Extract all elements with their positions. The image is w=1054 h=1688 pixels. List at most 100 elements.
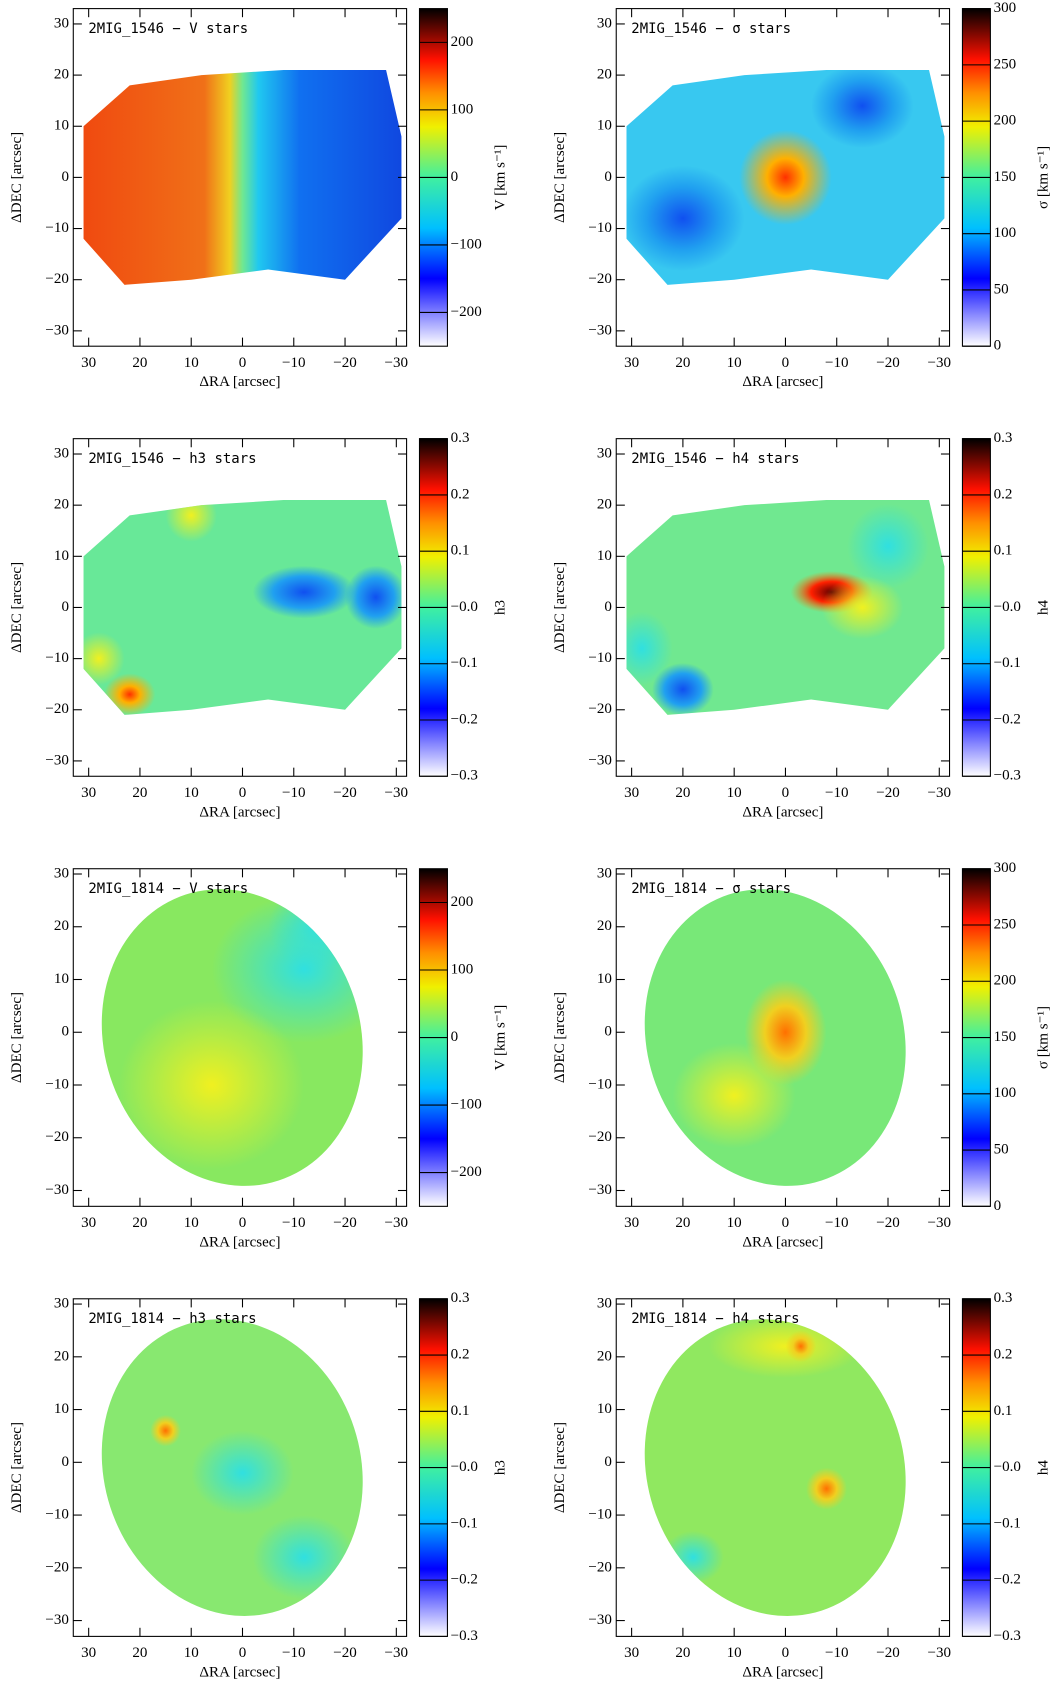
chart-title: 2MIG_1814 − σ stars [631,881,791,897]
colorbar-tick-label: −0.1 [994,655,1021,671]
colorbar-tick-label: −200 [451,1164,482,1180]
x-tick-label: −10 [825,355,849,371]
y-tick-label: −10 [45,220,69,236]
x-tick-label: 0 [782,1645,790,1661]
x-tick-label: −20 [333,785,357,801]
y-tick-label: −30 [588,1612,612,1628]
y-tick-label: 30 [54,15,69,31]
colorbar-tick-label: 0 [451,169,459,185]
colorbar-tick-label: −0.0 [994,1459,1021,1475]
map-feature [345,565,402,629]
x-tick-label: −10 [282,1215,306,1231]
map-features [626,503,930,715]
y-tick-label: −10 [588,1507,612,1523]
colorbar-tick-label: 200 [451,894,474,910]
colorbar-tick-label: 0 [994,1198,1002,1214]
y-tick-label: −20 [45,1559,69,1575]
y-axis-label: ΔDEC [arcsec] [552,132,568,223]
colorbar-tick-label: 0.1 [994,543,1013,559]
colorbar-tick-label: 300 [994,0,1017,16]
y-tick-label: −10 [588,650,612,666]
y-tick-label: −20 [588,1559,612,1575]
colorbar-tick-label: −0.3 [994,768,1021,784]
y-tick-label: −30 [45,1612,69,1628]
y-tick-label: −10 [45,650,69,666]
y-tick-label: −30 [588,752,612,768]
colorbar-tick-label: 0.3 [451,1290,470,1306]
x-tick-label: 10 [184,1215,199,1231]
x-tick-label: 0 [782,1215,790,1231]
map-feature [119,1000,305,1170]
y-axis-label: ΔDEC [arcsec] [552,992,568,1083]
colorbar-tick-label: 150 [994,169,1017,185]
y-axis-label: ΔDEC [arcsec] [9,132,25,223]
y-tick-label: 30 [54,445,69,461]
y-tick-label: −20 [588,701,612,717]
y-tick-label: 10 [54,548,69,564]
y-tick-label: −30 [588,1182,612,1198]
x-tick-label: −30 [928,1215,952,1231]
plot-frame [615,868,951,1207]
colorbar-label: V [km s⁻¹] [493,1005,509,1071]
x-axis-label: ΔRA [arcsec] [199,804,280,820]
chart-title: 2MIG_1546 − h4 stars [631,451,799,467]
y-tick-label: 10 [597,118,612,134]
y-tick-label: 20 [54,918,69,934]
colorbar-tick-label: 50 [994,281,1009,297]
map-features [626,69,914,272]
colorbar-tick-label: 0.1 [451,1403,470,1419]
x-tick-label: 20 [675,1645,690,1661]
y-tick-label: −30 [45,752,69,768]
x-tick-label: −30 [928,355,952,371]
x-tick-label: −30 [385,785,409,801]
y-tick-label: 10 [597,548,612,564]
colorbar-tick-label: 250 [994,916,1017,932]
panel: 2MIG_1546 − h3 stars 30 20 10 0 −10 −20 −30 30 20… [9,430,509,820]
y-tick-label: −30 [45,322,69,338]
y-axis-label: ΔDEC [arcsec] [552,562,568,653]
x-tick-label: 20 [132,355,147,371]
colorbar-tick-label: 0.2 [994,486,1013,502]
y-tick-label: 10 [54,971,69,987]
colorbar-tick-label: −0.1 [994,1515,1021,1531]
colorbar-label: h4 [1036,1460,1052,1476]
x-tick-label: 30 [624,785,639,801]
plot-frame [72,868,408,1207]
y-tick-label: 30 [597,15,612,31]
colorbar-tick-label: −200 [451,304,482,320]
x-axis-label: ΔRA [arcsec] [199,1664,280,1680]
chart-title: 2MIG_1546 − h3 stars [88,451,256,467]
y-tick-label: 30 [54,865,69,881]
x-tick-label: −10 [282,785,306,801]
x-tick-label: 20 [675,785,690,801]
x-tick-label: 0 [782,355,790,371]
colorbar-tick-label: −0.0 [451,599,478,615]
y-tick-label: −20 [45,271,69,287]
x-tick-label: −20 [876,785,900,801]
x-axis-label: ΔRA [arcsec] [742,804,823,820]
y-tick-label: −20 [588,1129,612,1145]
map-feature [252,1515,356,1600]
x-axis-label: ΔRA [arcsec] [199,374,280,390]
x-tick-label: −10 [825,1645,849,1661]
y-tick-label: −10 [588,1076,612,1092]
y-tick-label: −20 [45,701,69,717]
colorbar-label: V [km s⁻¹] [493,145,509,211]
plot-frame [72,1298,408,1637]
x-tick-label: 30 [81,1215,96,1231]
x-tick-label: 10 [727,355,742,371]
x-axis-label: ΔRA [arcsec] [742,374,823,390]
x-tick-label: −20 [333,355,357,371]
x-tick-label: 20 [132,1215,147,1231]
y-tick-label: 10 [54,1401,69,1417]
x-tick-label: 10 [727,785,742,801]
y-tick-label: −10 [588,220,612,236]
y-tick-label: 0 [604,1454,612,1470]
map-area [83,500,402,715]
x-tick-label: 30 [624,1645,639,1661]
y-tick-label: 20 [597,497,612,513]
x-tick-label: −10 [282,1645,306,1661]
x-tick-label: −20 [333,1215,357,1231]
colorbar-label: h3 [493,1460,509,1475]
